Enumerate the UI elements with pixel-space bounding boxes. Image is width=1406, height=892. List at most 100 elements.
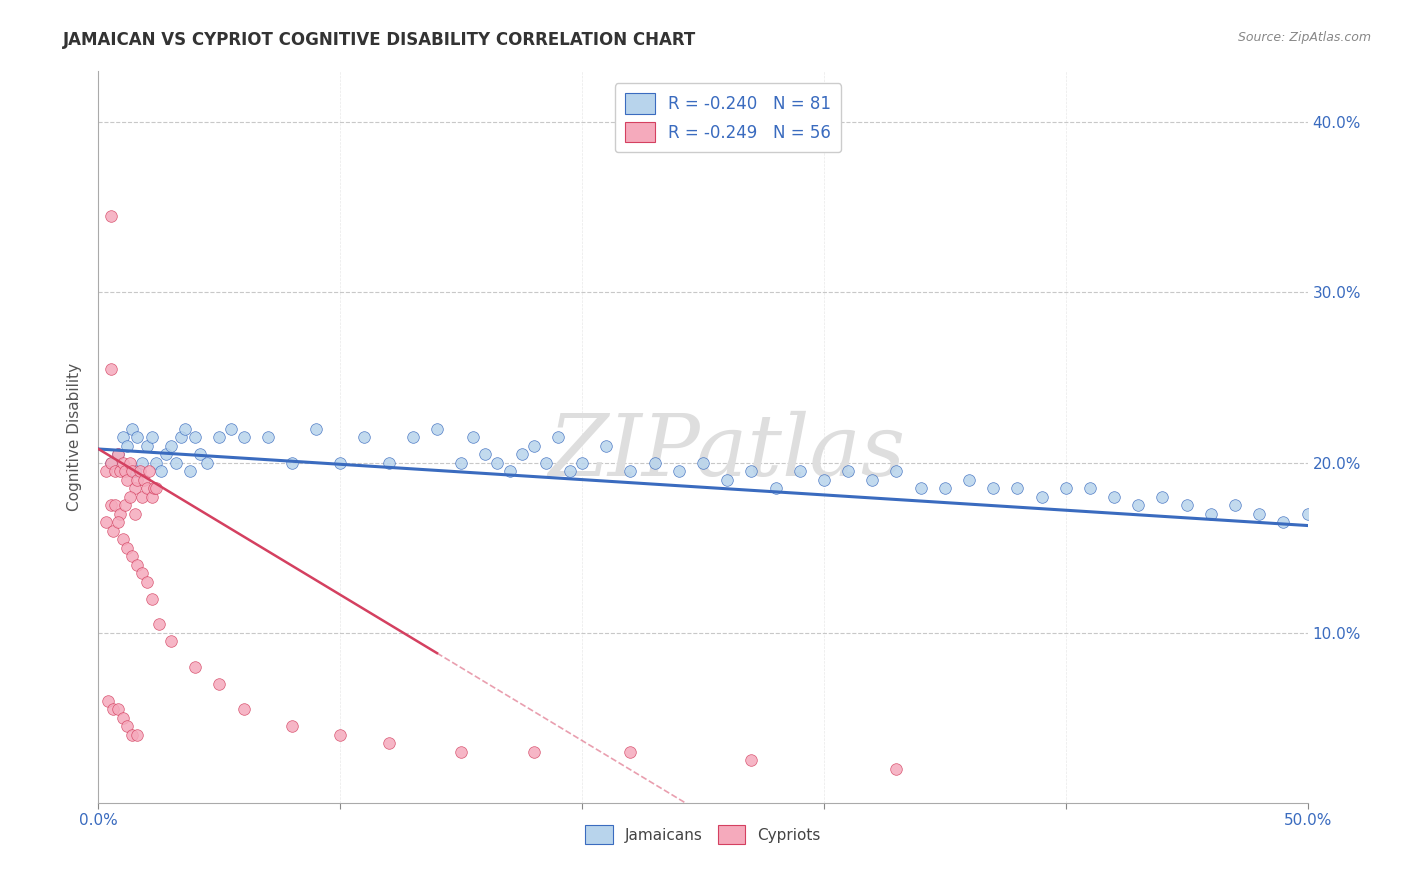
Point: [131, 490, 153, 504]
Point: [134, 473, 156, 487]
Point: [256, 430, 278, 444]
Point: [981, 481, 1004, 495]
Point: [121, 728, 143, 742]
Point: [1078, 481, 1101, 495]
Point: [957, 473, 980, 487]
Point: [124, 507, 146, 521]
Point: [107, 447, 129, 461]
Point: [138, 464, 160, 478]
Point: [169, 430, 191, 444]
Point: [111, 456, 134, 470]
Point: [100, 209, 122, 223]
Point: [94, 464, 117, 478]
Point: [121, 549, 143, 563]
Point: [886, 762, 908, 776]
Point: [117, 473, 139, 487]
Point: [141, 591, 163, 606]
Point: [510, 447, 533, 461]
Point: [104, 464, 127, 478]
Point: [107, 702, 129, 716]
Point: [117, 439, 139, 453]
Point: [101, 524, 124, 538]
Point: [329, 728, 352, 742]
Point: [135, 439, 157, 453]
Point: [121, 464, 143, 478]
Point: [486, 456, 509, 470]
Point: [377, 456, 399, 470]
Point: [108, 507, 131, 521]
Point: [118, 490, 141, 504]
Point: [118, 456, 141, 470]
Point: [281, 456, 304, 470]
Point: [281, 719, 304, 733]
Point: [716, 473, 738, 487]
Point: [148, 617, 170, 632]
Point: [141, 490, 163, 504]
Point: [150, 464, 173, 478]
Point: [329, 456, 352, 470]
Point: [474, 447, 496, 461]
Point: [1249, 507, 1271, 521]
Point: [108, 464, 131, 478]
Point: [94, 515, 117, 529]
Point: [107, 447, 129, 461]
Point: [740, 753, 762, 767]
Point: [1152, 490, 1174, 504]
Legend: Jamaicans, Cypriots: Jamaicans, Cypriots: [579, 819, 827, 850]
Point: [111, 711, 134, 725]
Point: [107, 515, 129, 529]
Point: [160, 634, 183, 648]
Point: [789, 464, 811, 478]
Point: [100, 362, 122, 376]
Point: [131, 456, 153, 470]
Point: [813, 473, 835, 487]
Point: [1320, 515, 1343, 529]
Point: [101, 702, 124, 716]
Point: [837, 464, 859, 478]
Point: [1128, 498, 1150, 512]
Point: [117, 541, 139, 555]
Point: [97, 694, 120, 708]
Point: [174, 421, 197, 435]
Point: [124, 481, 146, 495]
Point: [155, 447, 177, 461]
Point: [1031, 490, 1053, 504]
Point: [740, 464, 762, 478]
Point: [1296, 507, 1319, 521]
Point: [135, 574, 157, 589]
Point: [131, 566, 153, 581]
Point: [886, 464, 908, 478]
Point: [128, 464, 150, 478]
Point: [232, 702, 254, 716]
Point: [558, 464, 581, 478]
Point: [402, 430, 425, 444]
Point: [498, 464, 520, 478]
Point: [692, 456, 714, 470]
Point: [1199, 507, 1222, 521]
Point: [765, 481, 787, 495]
Point: [127, 430, 149, 444]
Point: [195, 456, 218, 470]
Point: [124, 464, 146, 478]
Point: [1223, 498, 1246, 512]
Point: [595, 439, 617, 453]
Point: [353, 430, 375, 444]
Point: [619, 464, 641, 478]
Point: [179, 464, 201, 478]
Point: [1393, 515, 1406, 529]
Point: [160, 439, 183, 453]
Point: [463, 430, 485, 444]
Point: [523, 745, 546, 759]
Point: [165, 456, 187, 470]
Point: [1007, 481, 1029, 495]
Point: [100, 498, 122, 512]
Point: [114, 464, 136, 478]
Point: [910, 481, 932, 495]
Point: [135, 481, 157, 495]
Point: [121, 421, 143, 435]
Point: [100, 456, 122, 470]
Point: [644, 456, 666, 470]
Point: [571, 456, 593, 470]
Point: [934, 481, 956, 495]
Text: Source: ZipAtlas.com: Source: ZipAtlas.com: [1237, 31, 1371, 45]
